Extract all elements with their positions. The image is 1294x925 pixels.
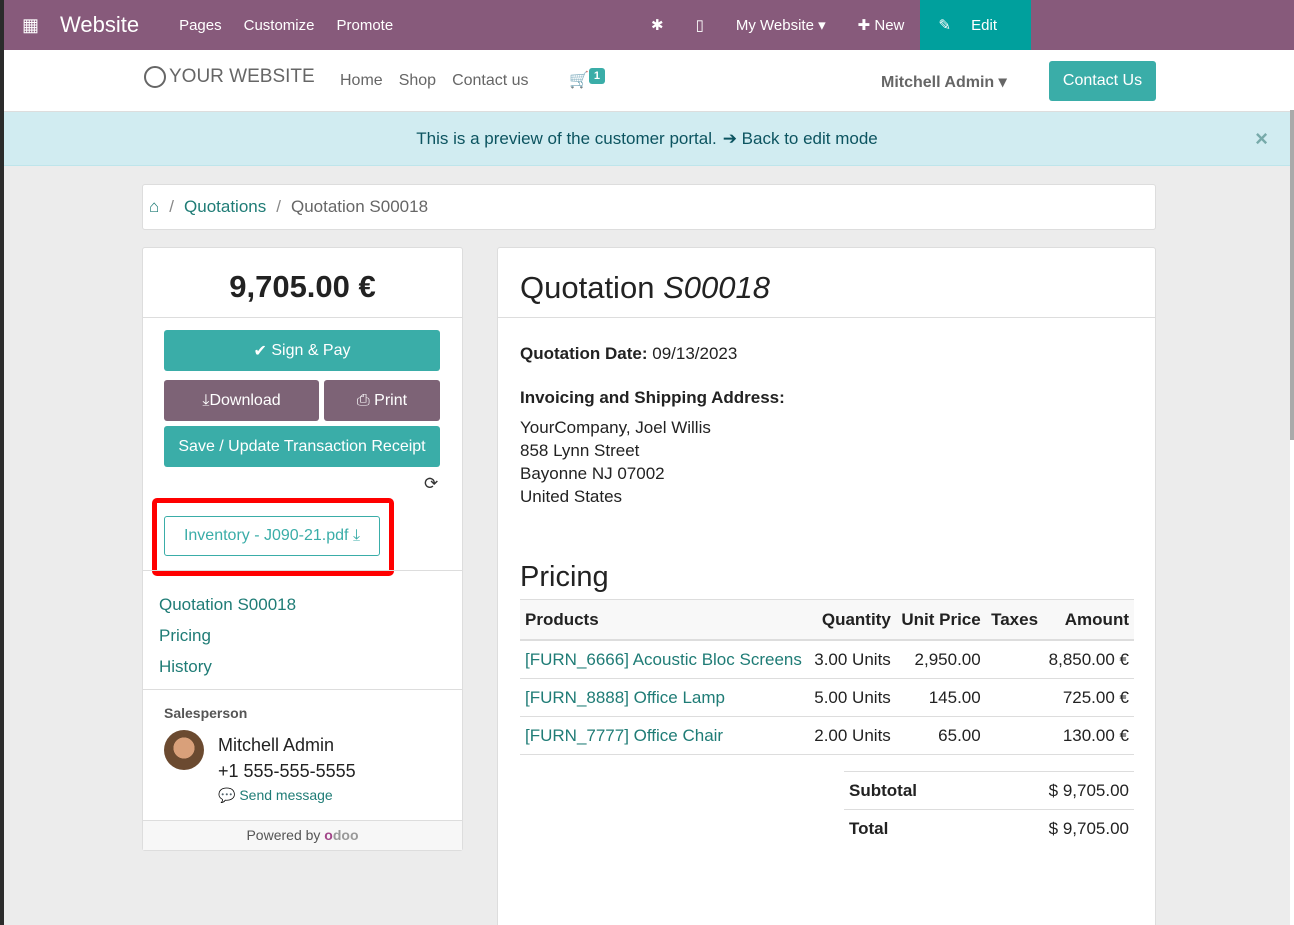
salesperson-name: Mitchell Admin — [218, 735, 335, 755]
subtotal-label: Subtotal — [849, 781, 917, 800]
toc-history[interactable]: History — [159, 657, 212, 676]
bug-icon[interactable]: ✱ — [651, 17, 664, 34]
breadcrumb-quotations[interactable]: Quotations — [184, 197, 267, 216]
col-quantity: Quantity — [808, 599, 896, 641]
refresh-icon[interactable]: ⟳ — [424, 474, 439, 493]
user-name: Mitchell Admin — [881, 74, 995, 91]
download-label: Download — [209, 391, 281, 409]
total-amount: 9,705.00 € — [143, 248, 462, 318]
col-unit-price: Unit Price — [895, 599, 986, 641]
site-navbar: YOUR WEBSITE Home Shop Contact us 🛒 1 Mit… — [4, 50, 1290, 112]
quotation-title: Quotation S00018 — [498, 248, 1155, 318]
powered-label: Powered by — [246, 827, 321, 843]
address: YourCompany, Joel Willis 858 Lynn Street B… — [520, 418, 711, 506]
salesperson-phone: +1 555-555-5555 — [218, 761, 356, 781]
sign-label: Sign & Pay — [271, 341, 351, 359]
apps-grid-icon[interactable]: ▦ — [22, 14, 40, 35]
totals-table: Subtotal $ 9,705.00 Total $ 9,705.00 — [844, 771, 1134, 848]
contact-us-button[interactable]: Contact Us — [1049, 61, 1156, 101]
mobile-icon[interactable]: ▯ — [695, 17, 704, 34]
product-link[interactable]: [FURN_8888] Office Lamp — [520, 678, 809, 717]
attachment-name: Inventory - J090-21.pdf — [183, 527, 349, 544]
pricing-heading: Pricing — [520, 561, 609, 593]
website-label: My Website — [735, 17, 814, 34]
edit-label: Edit — [971, 16, 997, 34]
section-nav: Quotation S00018 Pricing History — [143, 570, 462, 700]
col-taxes: Taxes — [985, 599, 1044, 641]
breadcrumb: ⌂ / Quotations / Quotation S00018 — [142, 184, 1156, 230]
col-amount: Amount — [1043, 599, 1134, 641]
toc-pricing[interactable]: Pricing — [159, 626, 211, 645]
nav-contact[interactable]: Contact us — [452, 72, 529, 89]
sign-pay-button[interactable]: ✔ Sign & Pay — [164, 330, 440, 371]
home-icon[interactable]: ⌂ — [149, 197, 160, 216]
menu-pages[interactable]: Pages — [179, 16, 222, 34]
nav-shop[interactable]: Shop — [398, 72, 437, 89]
send-label: Send message — [239, 787, 333, 803]
sidebar-card: 9,705.00 € ✔ Sign & Pay ⤓ Download ⎙ Prin… — [142, 247, 463, 851]
attachment-download[interactable]: Inventory - J090-21.pdf ⤓ — [164, 516, 380, 556]
table-row: [FURN_6666] Acoustic Bloc Screens 3.00 Un… — [520, 640, 1134, 679]
logo-text: YOUR WEBSITE — [169, 66, 315, 87]
user-menu[interactable]: Mitchell Admin ▾ — [881, 74, 1007, 91]
address-label: Invoicing and Shipping Address: — [520, 388, 785, 407]
chat-icon: 💬 — [218, 787, 236, 803]
pricing-table: Products Quantity Unit Price Taxes Amount [F… — [520, 599, 1134, 755]
cart-link[interactable]: 🛒 1 — [569, 68, 606, 90]
website-switcher[interactable]: My Website ▾ — [735, 17, 826, 34]
menu-promote[interactable]: Promote — [336, 16, 394, 34]
salesperson-label: Salesperson — [164, 705, 248, 721]
salesperson-section: Salesperson Mitchell Admin +1 555-555-555… — [143, 689, 462, 821]
highlight-box — [152, 498, 394, 576]
total-value: $ 9,705.00 — [1048, 819, 1129, 839]
new-button[interactable]: ✚ New — [857, 17, 905, 34]
col-products: Products — [520, 599, 809, 641]
table-row: [FURN_7777] Office Chair 2.00 Units 65.00 1… — [520, 716, 1134, 755]
preview-banner: This is a preview of the customer portal… — [4, 112, 1290, 166]
menu-customize[interactable]: Customize — [243, 16, 315, 34]
site-logo[interactable]: YOUR WEBSITE — [144, 66, 315, 88]
back-to-edit-link[interactable]: ➔ Back to edit mode — [722, 128, 878, 148]
save-receipt-button[interactable]: Save / Update Transaction Receipt — [164, 426, 440, 467]
edit-button[interactable]: ✎ Edit — [920, 0, 1031, 50]
breadcrumb-current: Quotation S00018 — [290, 197, 429, 216]
quotation-number: S00018 — [663, 270, 770, 305]
subtotal-value: $ 9,705.00 — [978, 771, 1134, 810]
cart-badge: 1 — [588, 68, 606, 84]
app-name: Website — [60, 12, 140, 37]
quotation-card: Quotation S00018 Quotation Date: 09/13/2… — [497, 247, 1156, 925]
avatar — [164, 730, 204, 770]
send-message-link[interactable]: 💬 Send message — [218, 787, 333, 804]
back-link-label: Back to edit mode — [741, 128, 878, 148]
table-row: [FURN_8888] Office Lamp 5.00 Units 145.00 7… — [520, 678, 1134, 717]
print-label: Print — [374, 391, 408, 409]
close-icon[interactable]: × — [1255, 126, 1268, 151]
quotation-date: Quotation Date: 09/13/2023 — [520, 344, 738, 363]
banner-text: This is a preview of the customer portal… — [416, 128, 717, 148]
cart-icon: 🛒 — [569, 72, 589, 89]
powered-by: Powered by odoo — [143, 820, 462, 850]
print-button[interactable]: ⎙ Print — [324, 380, 440, 421]
total-label: Total — [849, 819, 889, 839]
scrollbar[interactable] — [1290, 50, 1294, 925]
top-bar: ▦ Website Pages Customize Promote ✱ ▯ My… — [4, 0, 1294, 50]
new-label: New — [874, 17, 905, 34]
toc-quotation[interactable]: Quotation S00018 — [159, 595, 297, 614]
nav-home[interactable]: Home — [340, 72, 383, 89]
globe-icon — [144, 66, 166, 88]
product-link[interactable]: [FURN_6666] Acoustic Bloc Screens — [520, 640, 809, 679]
page: YOUR WEBSITE Home Shop Contact us 🛒 1 Mit… — [4, 50, 1290, 925]
product-link[interactable]: [FURN_7777] Office Chair — [520, 716, 809, 755]
odoo-logo[interactable]: odoo — [324, 827, 359, 843]
download-button[interactable]: ⤓ Download — [164, 380, 319, 421]
